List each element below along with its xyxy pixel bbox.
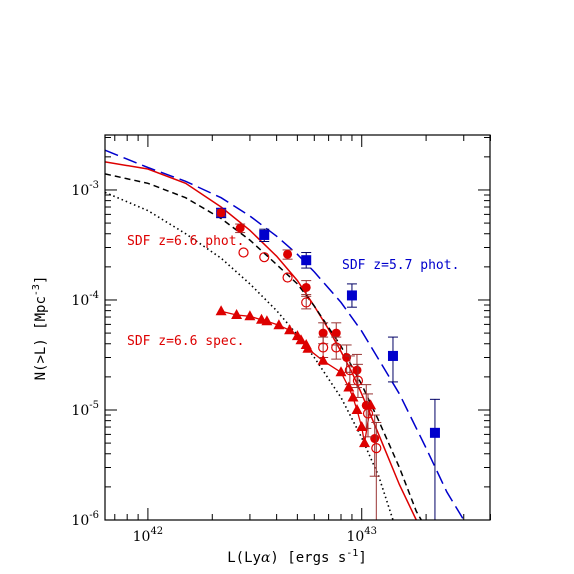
y-axis-label: N(>L) [Mpc-3] [31,276,49,381]
x-tick-label-base: 10 [133,529,151,545]
x-axis-label-sup: -1 [346,548,358,559]
marker-triangle [347,391,359,402]
y-tick-label-base: 10 [71,513,89,529]
x-tick-label-exp: 42 [150,526,163,537]
marker-triangle [365,399,377,410]
y-tick-label-base: 10 [71,403,89,419]
y-tick-label-exp: -4 [89,290,99,301]
marker-square [259,229,270,240]
marker-open-circle [238,247,249,258]
x-tick-label: 1042 [133,526,164,545]
x-axis-label: L(Lyα) [ergs s-1] [227,548,367,566]
marker-triangle [215,305,227,316]
x-axis-label-greek: α [261,550,271,566]
y-axis-label-close: ] [33,276,49,284]
marker-open-circle [301,297,312,308]
marker-filled-circle [352,365,362,375]
y-tick-label: 10-4 [71,290,99,309]
marker-filled-circle [370,434,380,444]
y-tick-label: 10-6 [71,510,99,529]
y-tick-label-base: 10 [71,183,89,199]
marker-open-circle [282,272,293,283]
marker-open-circle [259,252,270,263]
marker-open-circle [344,365,355,376]
marker-triangle [343,381,355,392]
y-tick-label-base: 10 [71,293,89,309]
marker-triangle [317,354,329,365]
marker-square [301,255,312,266]
marker-filled-circle [331,328,341,338]
marker-triangle [351,404,363,414]
marker-filled-circle [283,249,293,259]
marker-open-circle [318,342,329,353]
curve-black-dashed-schechter [104,173,422,521]
marker-open-circle [331,342,342,353]
y-axis-label-main: N(>L) [Mpc [33,296,49,380]
marker-filled-circle [301,282,311,292]
y-tick-label-exp: -6 [89,510,99,521]
marker-square [387,350,398,361]
x-axis-label-close: ] [358,550,366,566]
marker-filled-circle [318,328,328,338]
x-axis-label-rest: ) [ergs s [270,550,346,566]
marker-triangle [284,324,296,335]
marker-triangle [261,315,273,326]
annotation-sdf-z57-phot: SDF z=5.7 phot. [342,258,459,273]
annotation-sdf-z66-phot: SDF z=6.6 phot. [127,234,244,249]
y-tick-label-exp: -3 [89,180,99,191]
curve-black-dotted-schechter [104,191,394,521]
x-tick-label-base: 10 [346,529,364,545]
data-markers [215,207,440,520]
marker-triangle [231,309,243,319]
marker-triangle [335,366,347,377]
marker-square [429,427,440,438]
marker-filled-circle [342,353,352,363]
y-tick-label: 10-5 [71,400,99,419]
annotation-sdf-z66-spec: SDF z=6.6 spec. [127,334,244,349]
y-tick-label: 10-3 [71,180,99,199]
x-tick-label-exp: 43 [364,526,377,537]
marker-triangle [359,437,370,448]
y-axis-label-sup: -3 [31,284,42,296]
spec-triangle-connector [220,310,372,444]
marker-triangle [356,421,368,431]
marker-filled-circle [235,223,245,233]
marker-square [346,290,357,301]
marker-triangle [295,334,307,345]
x-axis-label-main: L(Ly [227,550,261,566]
marker-filled-circle [216,208,226,218]
marker-open-circle [371,443,382,454]
x-tick-label: 1043 [346,526,377,545]
marker-triangle [244,310,256,321]
marker-triangle [302,342,314,353]
marker-open-circle [352,375,364,386]
marker-triangle [273,319,285,330]
y-tick-label-exp: -5 [89,400,99,411]
